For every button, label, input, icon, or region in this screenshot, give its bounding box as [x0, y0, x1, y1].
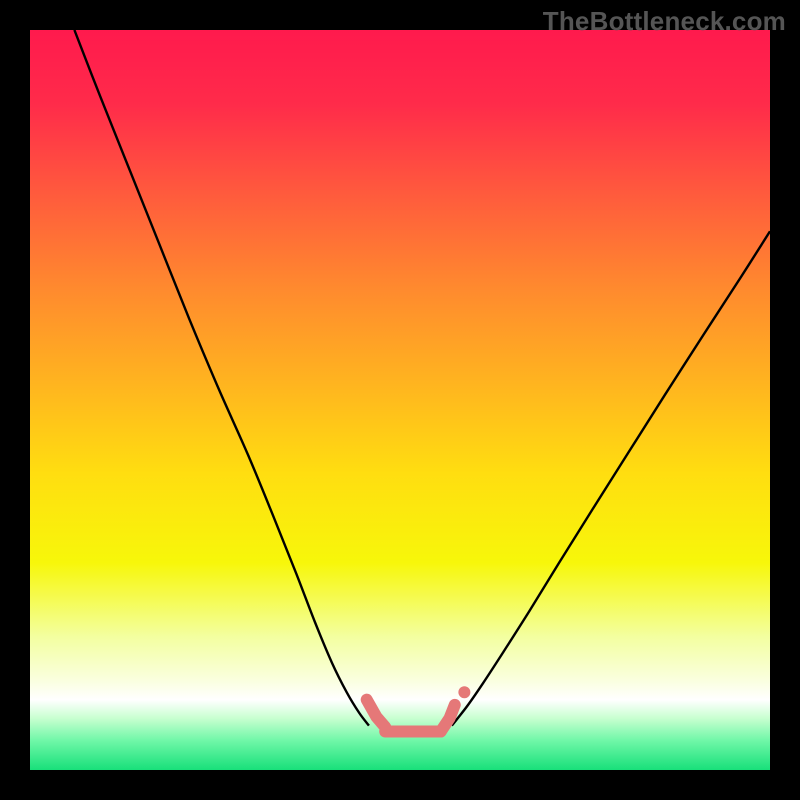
plot-area — [30, 30, 770, 770]
gradient-background — [30, 30, 770, 770]
chart-canvas: TheBottleneck.com — [0, 0, 800, 800]
watermark-text: TheBottleneck.com — [543, 6, 786, 37]
